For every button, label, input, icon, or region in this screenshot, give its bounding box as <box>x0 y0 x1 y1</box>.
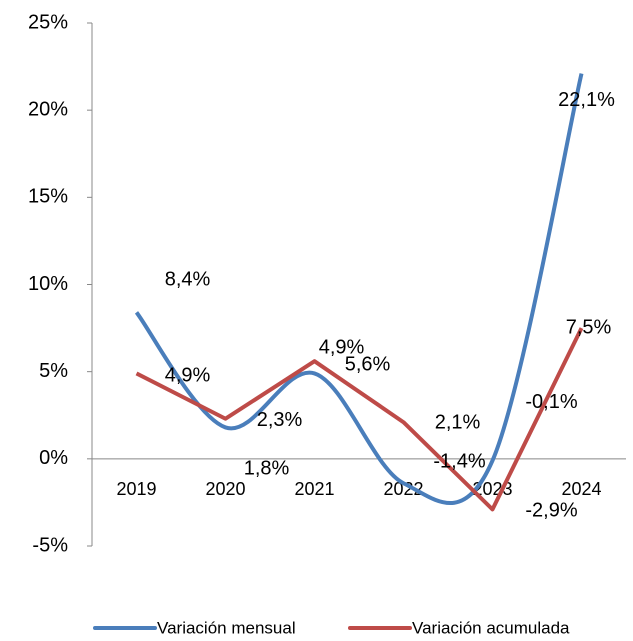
data-label: 8,4% <box>165 269 211 291</box>
y-tick-label: 15% <box>28 186 68 208</box>
x-tick-label: 2020 <box>205 479 245 499</box>
data-label: 1,8% <box>244 458 290 480</box>
data-label: 4,9% <box>165 365 211 387</box>
x-tick-label: 2021 <box>294 479 334 499</box>
x-tick-label: 2019 <box>116 479 156 499</box>
x-tick-label: 2023 <box>472 479 512 499</box>
line-series <box>135 327 584 512</box>
legend-label: Variación mensual <box>157 618 296 637</box>
y-tick-label: 20% <box>28 98 68 120</box>
data-label: -0,1% <box>525 391 577 413</box>
data-label: 7,5% <box>566 316 612 338</box>
y-tick-label: 25% <box>28 11 68 33</box>
x-tick-label: 2022 <box>383 479 423 499</box>
y-tick-label: -5% <box>32 534 68 556</box>
legend-label: Variación acumulada <box>412 618 570 637</box>
data-label: 2,1% <box>435 412 481 434</box>
data-label: 22,1% <box>558 89 615 111</box>
x-tick-label: 2024 <box>561 479 601 499</box>
line-series <box>134 73 584 506</box>
y-tick-label: 10% <box>28 273 68 295</box>
y-tick-label: 5% <box>39 360 68 382</box>
data-label: 5,6% <box>345 353 391 375</box>
data-label: -2,9% <box>525 500 577 522</box>
data-label: 2,3% <box>257 409 303 431</box>
data-label: -1,4% <box>433 451 485 473</box>
data-label: 4,9% <box>319 337 365 359</box>
y-tick-label: 0% <box>39 447 68 469</box>
